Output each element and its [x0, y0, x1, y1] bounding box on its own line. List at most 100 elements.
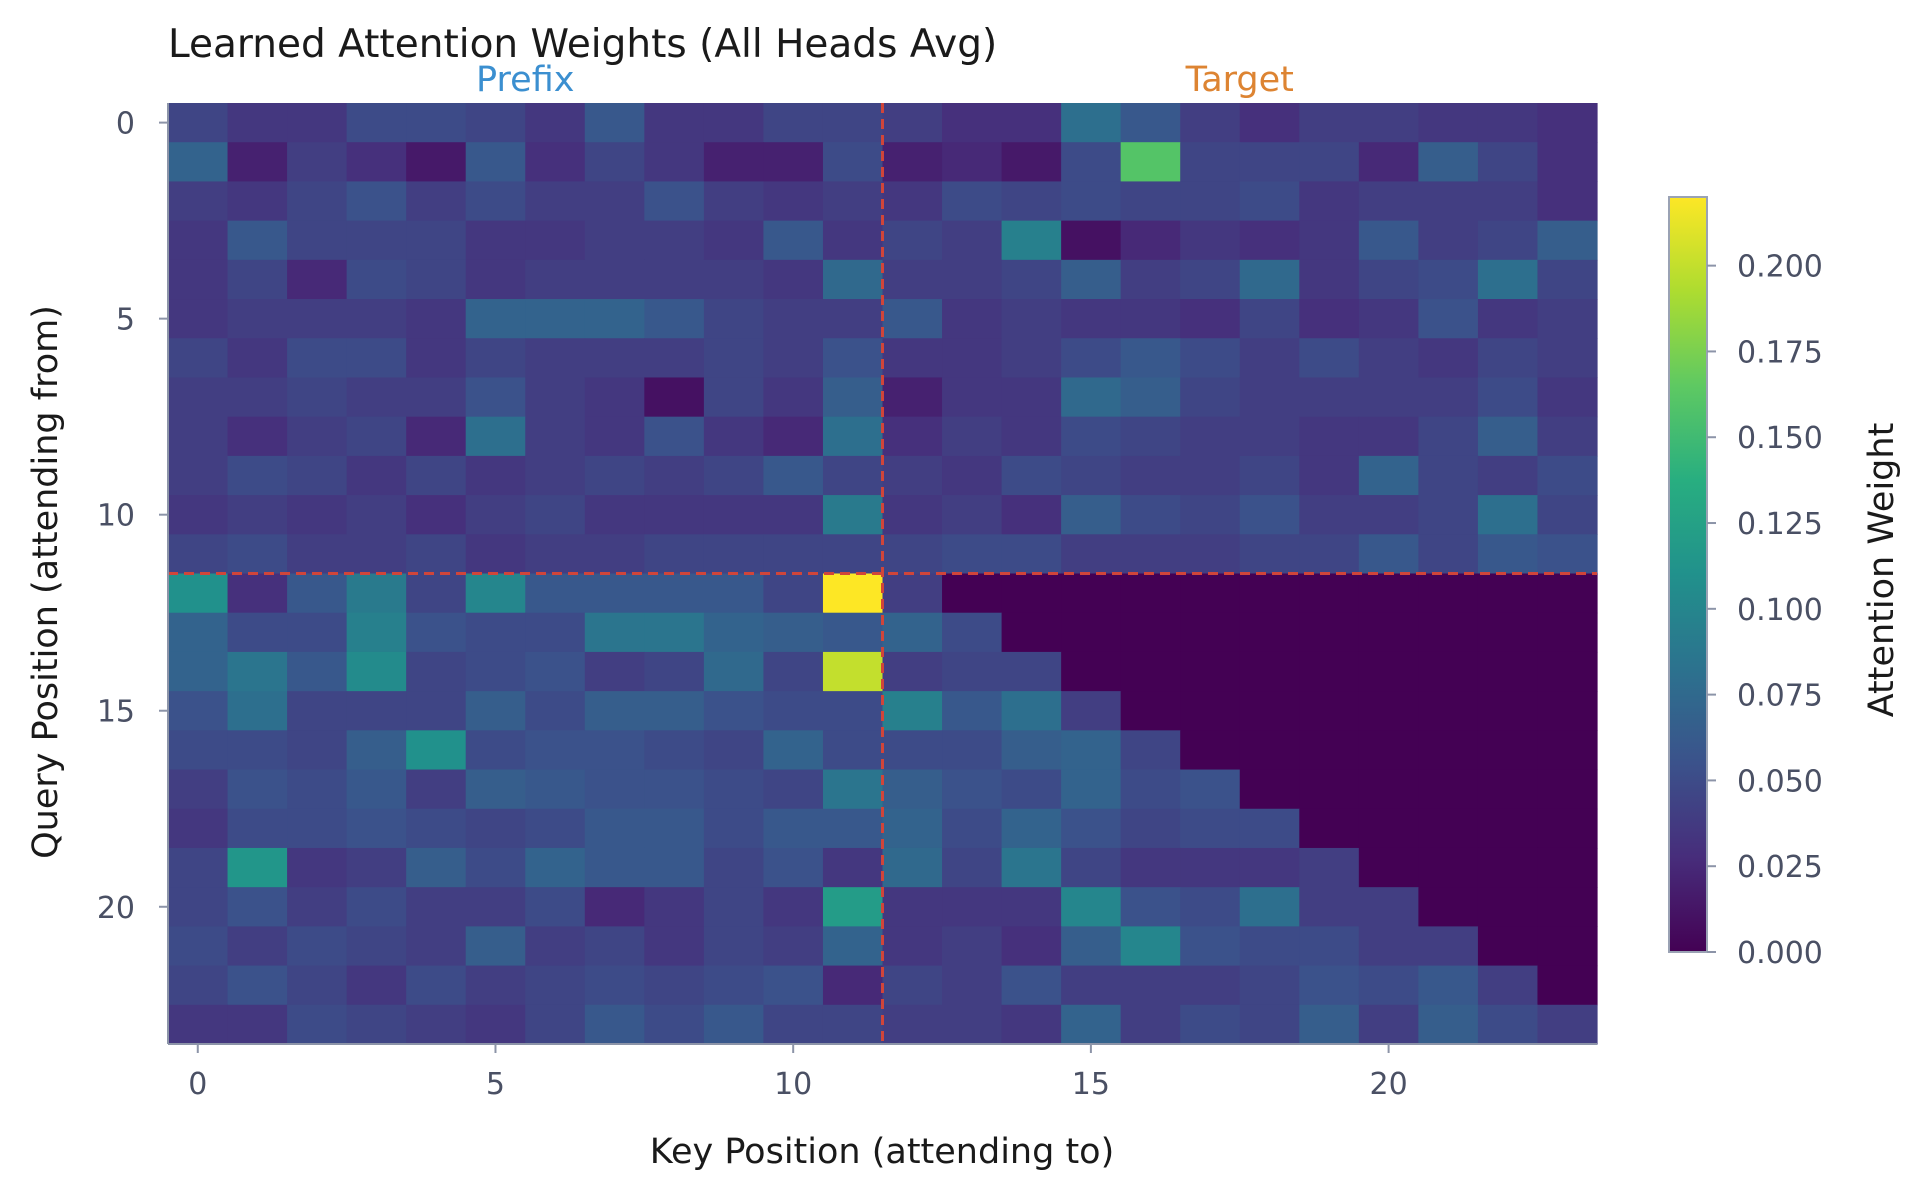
heatmap-cell [168, 142, 229, 183]
heatmap-cell [1180, 651, 1241, 692]
heatmap-cell [942, 887, 1003, 927]
heatmap-cell [703, 495, 765, 535]
heatmap-cell [703, 926, 765, 967]
heatmap-cell [1537, 103, 1598, 143]
heatmap-cell [227, 455, 288, 496]
heatmap-cell [406, 730, 467, 771]
heatmap-cell [1477, 220, 1539, 261]
heatmap-cell [644, 651, 705, 692]
heatmap-cell [1239, 730, 1300, 771]
heatmap-cell [1120, 965, 1181, 1006]
heatmap-cell [525, 338, 586, 379]
heatmap-cell [584, 416, 645, 457]
heatmap-cell [822, 534, 884, 575]
heatmap-cell [227, 103, 288, 143]
heatmap-cell [465, 377, 526, 418]
heatmap-cell [1299, 534, 1360, 575]
heatmap-cell [406, 847, 467, 888]
heatmap-cell [584, 181, 645, 222]
heatmap-cell [1180, 377, 1241, 418]
heatmap-cell [942, 534, 1003, 575]
heatmap-cell [465, 495, 526, 535]
heatmap-cell [1418, 259, 1479, 300]
heatmap-cell [168, 103, 229, 143]
y-tick-label: 15 [97, 695, 135, 730]
heatmap-cell [1061, 299, 1122, 339]
heatmap-cell [1418, 730, 1479, 771]
heatmap-cell [703, 808, 765, 849]
heatmap-cell [1477, 338, 1539, 379]
heatmap-cell [406, 416, 467, 457]
heatmap-cell [1061, 1004, 1122, 1045]
heatmap-cell [822, 612, 884, 653]
heatmap-cell [1180, 181, 1241, 222]
heatmap-cell [1418, 455, 1479, 496]
heatmap-cell [1299, 651, 1360, 692]
heatmap-cell [406, 769, 467, 810]
heatmap-cell [584, 651, 645, 692]
heatmap-cell [822, 573, 884, 614]
heatmap-cell [406, 534, 467, 575]
heatmap-cell [942, 847, 1003, 888]
heatmap-cell [763, 142, 824, 183]
heatmap-cell [942, 416, 1003, 457]
heatmap-cell [584, 887, 645, 927]
colorbar-tick-label: 0.200 [1737, 250, 1823, 285]
heatmap-cell [1061, 534, 1122, 575]
heatmap-cell [1537, 612, 1598, 653]
heatmap-cell [942, 965, 1003, 1006]
heatmap-cell [465, 299, 526, 339]
heatmap-cell [1001, 573, 1062, 614]
heatmap-cell [763, 299, 824, 339]
heatmap-cell [1358, 730, 1419, 771]
heatmap-cell [942, 259, 1003, 300]
heatmap-cell [1001, 495, 1062, 535]
heatmap-cell [1120, 416, 1181, 457]
heatmap-cell [1299, 730, 1360, 771]
heatmap-cell [1537, 259, 1598, 300]
heatmap-cell [1299, 455, 1360, 496]
heatmap-cell [406, 220, 467, 261]
heatmap-cell [1001, 769, 1062, 810]
heatmap-cell [1120, 808, 1181, 849]
heatmap-cell [882, 103, 943, 143]
heatmap-cell [168, 220, 229, 261]
heatmap-cell [1239, 495, 1300, 535]
heatmap-cell [227, 926, 288, 967]
heatmap-cell [703, 142, 765, 183]
heatmap-cell [1537, 965, 1598, 1006]
heatmap-cell [1061, 181, 1122, 222]
heatmap-cell [346, 534, 407, 575]
heatmap-cell [822, 220, 884, 261]
heatmap-cell [227, 259, 288, 300]
heatmap-cell [287, 416, 348, 457]
heatmap-cell [942, 220, 1003, 261]
heatmap-cell [1239, 534, 1300, 575]
heatmap-cell [346, 926, 407, 967]
heatmap-cell [227, 965, 288, 1006]
heatmap-cell [1418, 416, 1479, 457]
heatmap-cell [644, 338, 705, 379]
heatmap-cell [584, 338, 645, 379]
heatmap-cell [1180, 455, 1241, 496]
heatmap-cell [1120, 769, 1181, 810]
heatmap-cell [1358, 495, 1419, 535]
heatmap-cell [346, 495, 407, 535]
heatmap-cell [1180, 887, 1241, 927]
heatmap-cell [1477, 847, 1539, 888]
heatmap-cell [1358, 220, 1419, 261]
heatmap-cell [1537, 691, 1598, 731]
colorbar-gradient [1668, 196, 1708, 953]
heatmap-cell [1180, 808, 1241, 849]
heatmap-cell [406, 887, 467, 927]
heatmap-cell [942, 926, 1003, 967]
heatmap-cell [1418, 808, 1479, 849]
heatmap-cell [822, 299, 884, 339]
heatmap-cell [703, 181, 765, 222]
region-label-target: Target [1185, 60, 1294, 100]
heatmap-cell [644, 455, 705, 496]
heatmap-cell [287, 808, 348, 849]
heatmap-cell [525, 495, 586, 535]
heatmap-cell [1358, 887, 1419, 927]
colorbar-tick-label: 0.050 [1737, 764, 1823, 799]
